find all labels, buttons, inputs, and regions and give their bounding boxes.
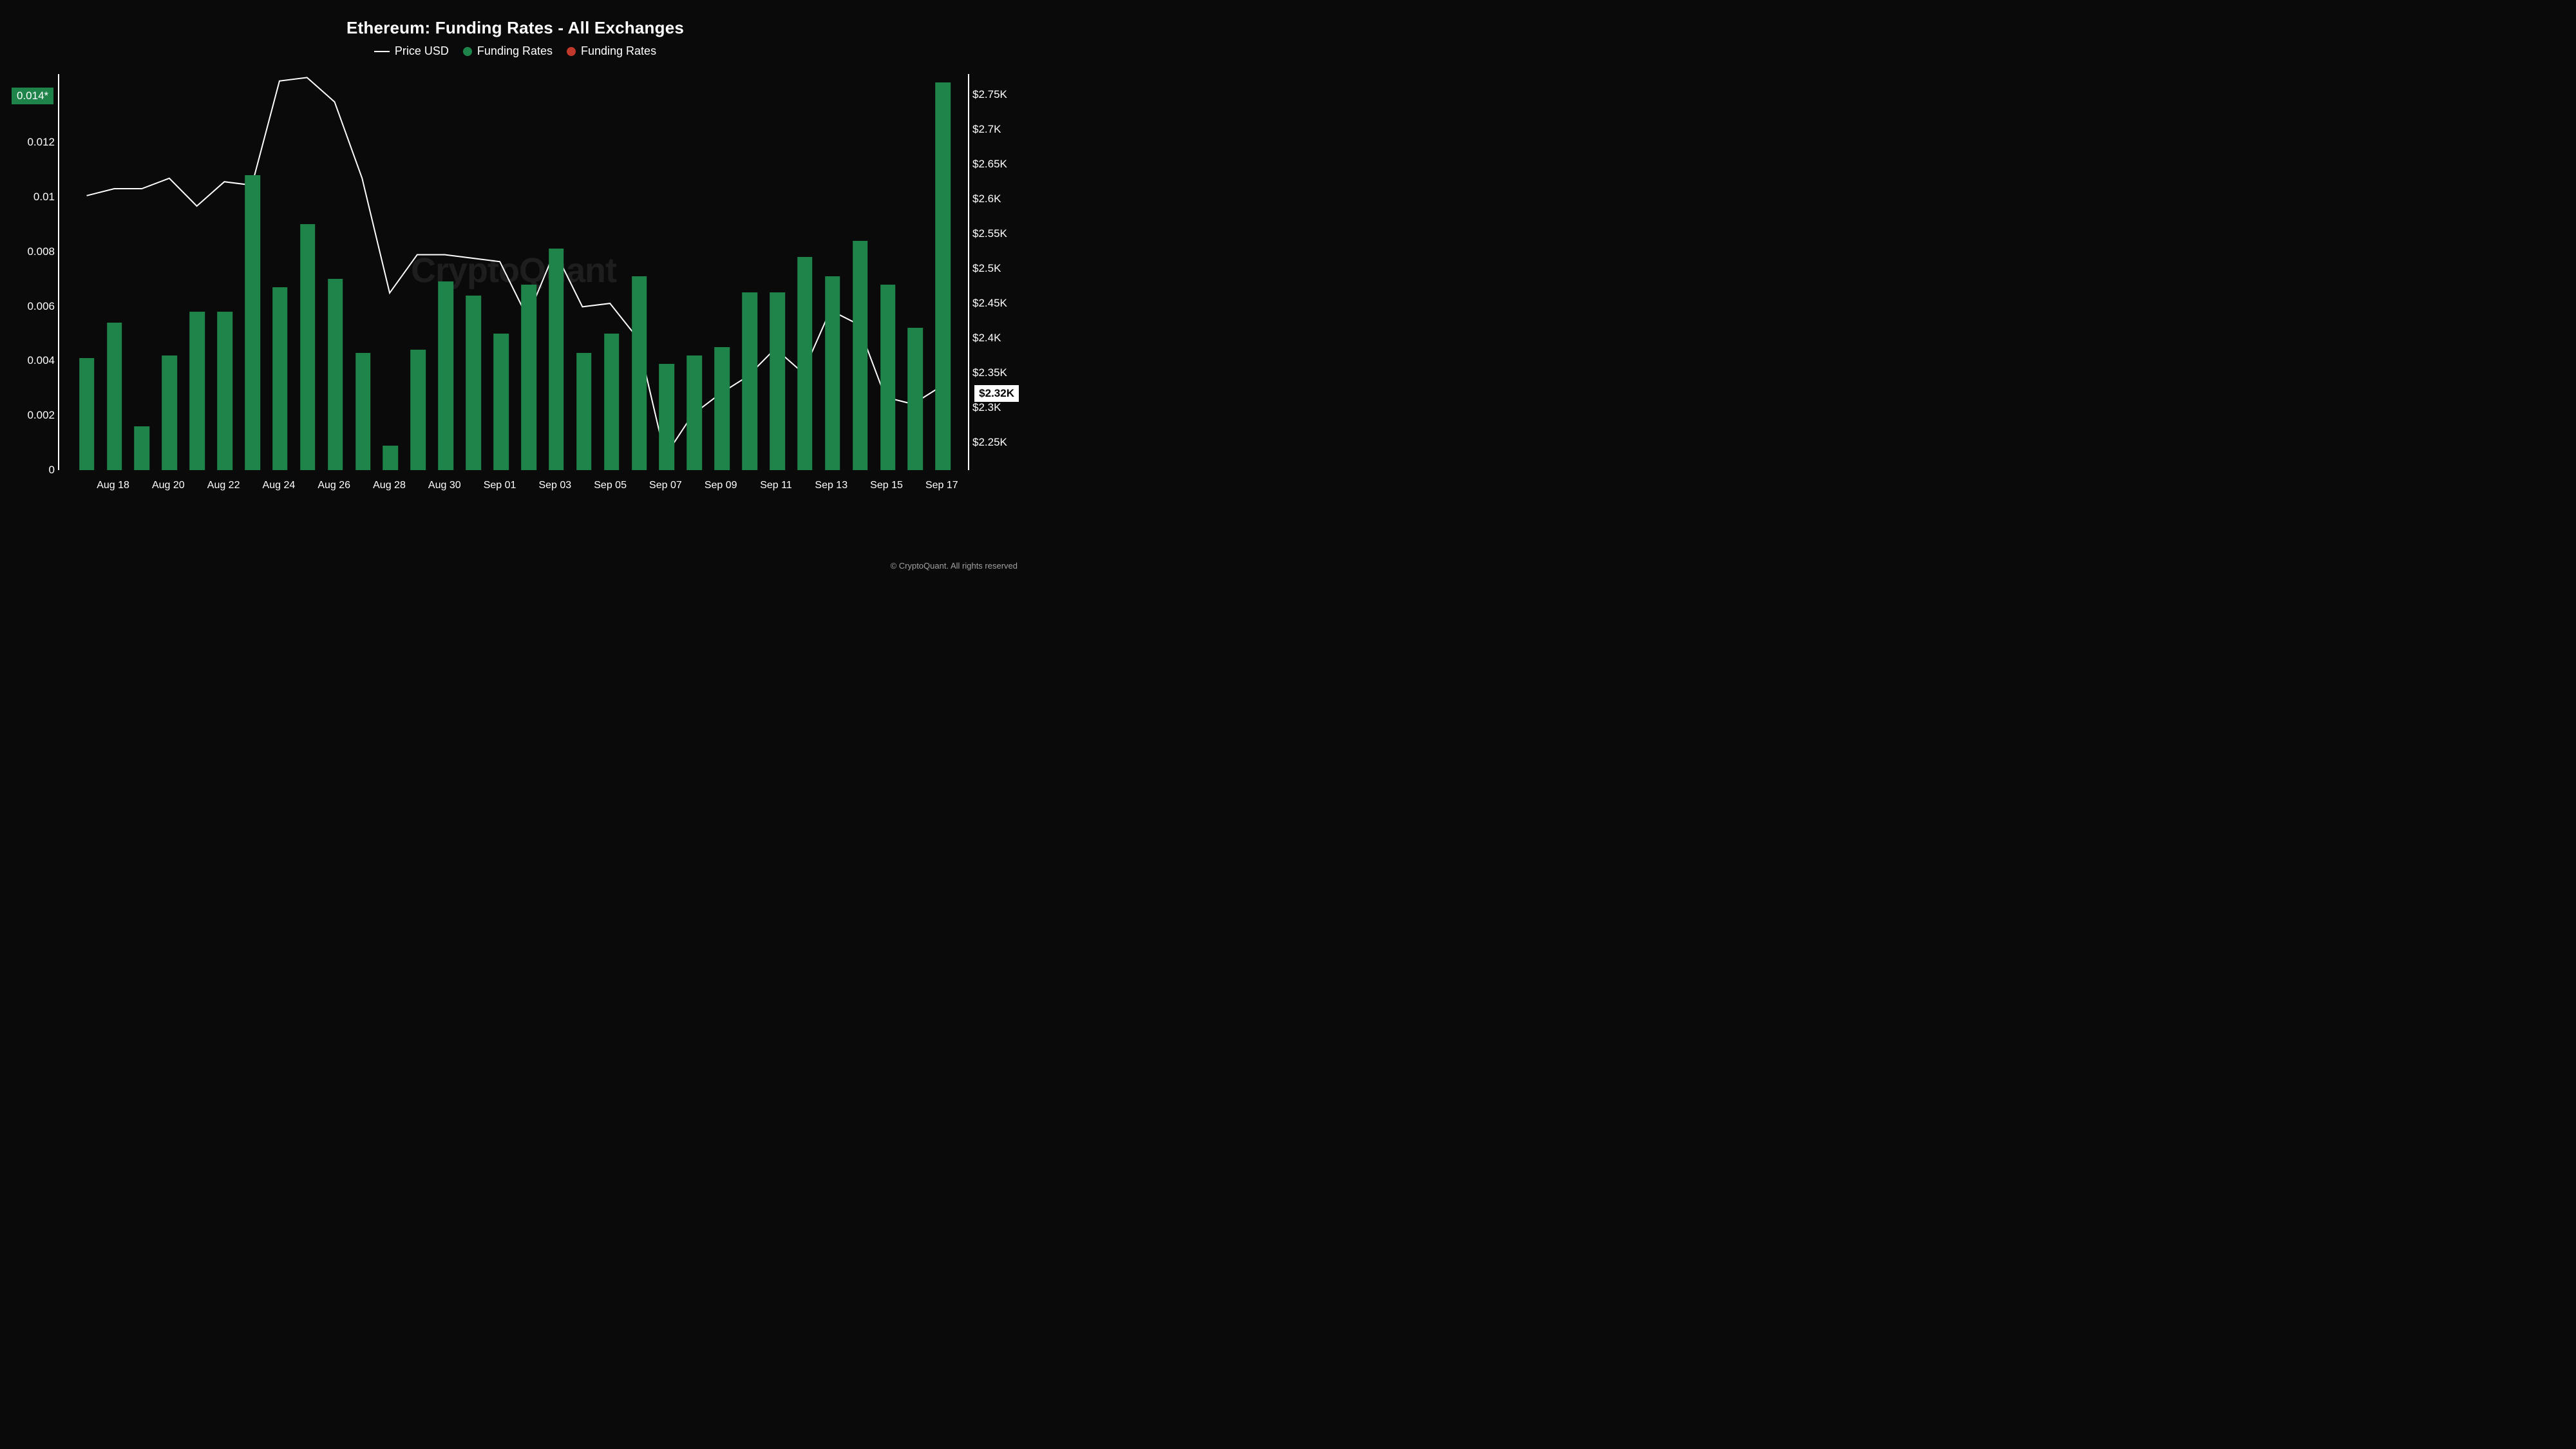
bar — [245, 175, 260, 470]
bar — [825, 276, 840, 470]
x-tick: Sep 01 — [484, 480, 516, 491]
x-tick: Aug 22 — [207, 480, 240, 491]
bar — [908, 328, 923, 470]
bar — [770, 292, 785, 470]
bar — [162, 355, 178, 470]
x-tick: Sep 09 — [705, 480, 737, 491]
bar — [853, 241, 868, 470]
legend-line-icon — [374, 51, 390, 52]
bar — [632, 276, 647, 470]
bar — [107, 323, 122, 470]
y-right-tick: $2.55K — [972, 227, 1021, 240]
legend-dot-red-icon — [567, 47, 576, 56]
x-tick: Aug 24 — [263, 480, 296, 491]
x-tick: Sep 15 — [870, 480, 903, 491]
x-tick: Aug 28 — [373, 480, 406, 491]
x-tick: Sep 11 — [760, 480, 792, 491]
bar — [135, 426, 150, 470]
bar — [328, 279, 343, 470]
y-left-tick: 0.006 — [19, 300, 55, 313]
y-right-tick: $2.5K — [972, 262, 1021, 275]
y-right-tick: $2.3K — [972, 401, 1021, 414]
y-right-tick: $2.35K — [972, 366, 1021, 379]
legend-price-label: Price USD — [395, 44, 449, 58]
legend: Price USD Funding Rates Funding Rates — [0, 44, 1030, 58]
y-left-tick: 0.002 — [19, 409, 55, 422]
x-tick: Aug 26 — [317, 480, 350, 491]
legend-funding-negative: Funding Rates — [567, 44, 656, 58]
y-right-tick: $2.4K — [972, 332, 1021, 345]
legend-funding-pos-label: Funding Rates — [477, 44, 553, 58]
legend-dot-green-icon — [463, 47, 472, 56]
copyright: © CryptoQuant. All rights reserved — [891, 561, 1018, 571]
y-right-current-badge: $2.32K — [974, 385, 1019, 402]
x-tick: Sep 13 — [815, 480, 848, 491]
bar — [217, 312, 232, 470]
bar — [687, 355, 703, 470]
bar — [659, 364, 675, 470]
y-right-tick: $2.75K — [972, 88, 1021, 101]
bar — [466, 296, 481, 470]
legend-price: Price USD — [374, 44, 449, 58]
bar — [880, 285, 896, 470]
y-left-tick: 0 — [19, 464, 55, 477]
bar — [189, 312, 205, 470]
y-right-tick: $2.25K — [972, 436, 1021, 449]
bar — [79, 358, 95, 470]
x-tick: Sep 05 — [594, 480, 627, 491]
x-tick: Aug 20 — [152, 480, 185, 491]
bar — [493, 334, 509, 470]
y-left-tick: 0.004 — [19, 354, 55, 367]
bar — [272, 287, 288, 470]
y-axis-left: 00.0020.0040.0060.0080.010.012 — [19, 74, 55, 470]
x-tick: Sep 17 — [925, 480, 958, 491]
bar — [549, 249, 564, 470]
bar — [936, 82, 951, 470]
x-tick: Sep 03 — [538, 480, 571, 491]
y-left-tick: 0.008 — [19, 245, 55, 258]
legend-funding-positive: Funding Rates — [463, 44, 553, 58]
bar — [714, 347, 730, 470]
y-right-tick: $2.65K — [972, 158, 1021, 171]
bar — [742, 292, 757, 470]
x-tick: Sep 07 — [649, 480, 682, 491]
x-tick: Aug 18 — [97, 480, 129, 491]
bar — [411, 350, 426, 470]
bar — [576, 353, 592, 470]
chart-area: 00.0020.0040.0060.0080.010.012 $2.25K$2.… — [58, 74, 969, 496]
legend-funding-neg-label: Funding Rates — [581, 44, 656, 58]
y-right-tick: $2.45K — [972, 297, 1021, 310]
bar — [300, 224, 316, 470]
x-tick: Aug 30 — [428, 480, 461, 491]
y-right-tick: $2.7K — [972, 123, 1021, 136]
bar — [521, 285, 536, 470]
bar — [604, 334, 620, 470]
y-left-tick: 0.012 — [19, 136, 55, 149]
x-axis: Aug 18 Aug 20 Aug 22 Aug 24 Aug 26 Aug 28 Aug … — [58, 473, 969, 496]
y-left-current-badge: 0.014* — [12, 88, 53, 104]
chart-title: Ethereum: Funding Rates - All Exchanges — [0, 0, 1030, 38]
y-axis-right: $2.25K $2.3K $2.35K $2.4K $2.45K $2.5K $2.55K $… — [972, 74, 1021, 470]
bar — [797, 257, 813, 470]
plot-area: CryptoQuant — [58, 74, 969, 470]
y-right-tick: $2.6K — [972, 193, 1021, 205]
bar — [438, 281, 453, 470]
bar — [383, 446, 399, 470]
bar — [355, 353, 371, 470]
y-left-tick: 0.01 — [19, 191, 55, 204]
